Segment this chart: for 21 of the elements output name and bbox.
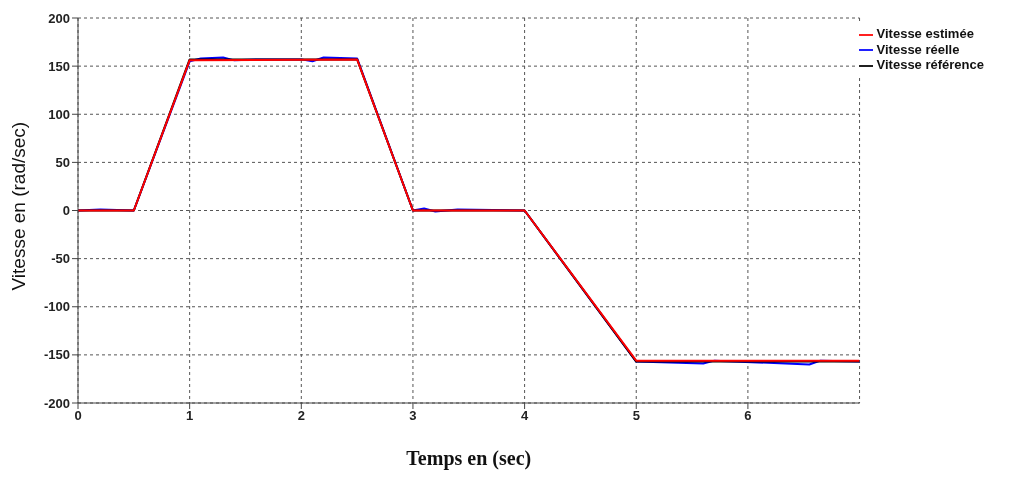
y-tick-label: -100 <box>43 299 70 315</box>
y-tick-label: 0 <box>62 203 70 219</box>
legend-label: Vitesse référence <box>876 57 984 73</box>
legend-label: Vitesse réelle <box>876 41 960 57</box>
x-tick-label: 0 <box>74 408 82 424</box>
y-tick-label: 150 <box>48 58 70 74</box>
y-tick-label: 100 <box>48 106 70 122</box>
y-tick-label: 50 <box>55 154 70 170</box>
x-tick-label: 6 <box>744 408 752 424</box>
legend-label: Vitesse estimée <box>876 26 974 41</box>
x-tick-label: 3 <box>409 408 417 424</box>
y-tick-label: 200 <box>48 10 70 26</box>
y-tick-label: -150 <box>43 347 70 363</box>
x-axis-title: Temps en (sec) <box>406 447 532 470</box>
y-tick-label: -50 <box>51 251 70 267</box>
y-tick-label: -200 <box>43 395 70 411</box>
x-tick-label: 2 <box>297 408 305 424</box>
x-tick-label: 1 <box>186 408 194 424</box>
y-axis-title: Vitesse en (rad/sec) <box>7 121 29 291</box>
x-tick-label: 5 <box>632 408 640 424</box>
x-tick-label: 4 <box>520 408 529 424</box>
